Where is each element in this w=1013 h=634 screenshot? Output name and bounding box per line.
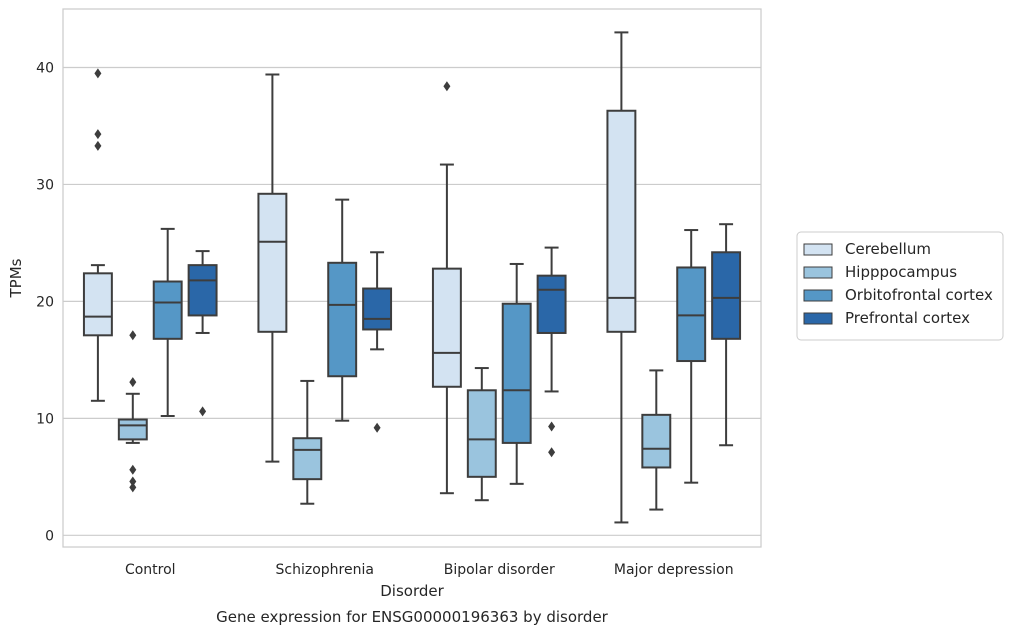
- x-tick-label: Control: [125, 562, 176, 578]
- box-group: [466, 367, 497, 502]
- box: [606, 109, 637, 333]
- outlier-point: [94, 140, 102, 151]
- outlier-point: [94, 68, 102, 79]
- outlier-point: [129, 330, 137, 341]
- box: [711, 251, 742, 340]
- y-tick-label: 30: [36, 177, 54, 193]
- box-group: [292, 379, 323, 505]
- boxes: [82, 31, 742, 524]
- box: [257, 192, 288, 333]
- box: [362, 287, 393, 331]
- y-tick-label: 40: [36, 60, 54, 76]
- box: [501, 302, 532, 444]
- y-tick-label: 0: [45, 528, 54, 544]
- legend-label: Cerebellum: [845, 240, 931, 258]
- plot-frame: [62, 8, 762, 548]
- box-group: [606, 31, 637, 524]
- box: [466, 389, 497, 478]
- chart-title: Gene expression for ENSG00000196363 by d…: [216, 608, 609, 626]
- legend-label: Hipppocampus: [845, 263, 957, 281]
- legend-swatch: [803, 266, 833, 279]
- box: [641, 413, 672, 469]
- box: [327, 261, 358, 378]
- box: [187, 264, 218, 317]
- outlier-point: [548, 447, 556, 458]
- x-axis-ticks: Control Schizophrenia Bipolar disorder Majo…: [125, 562, 734, 578]
- y-axis-label: TPMs: [7, 258, 25, 298]
- legend-label: Prefrontal cortex: [845, 309, 970, 327]
- x-tick-label: Major depression: [614, 562, 734, 578]
- box-group: [501, 262, 532, 485]
- y-tick-label: 20: [36, 294, 54, 310]
- outlier-point: [199, 406, 207, 417]
- box: [117, 418, 148, 441]
- x-tick-label: Bipolar disorder: [444, 562, 555, 578]
- legend-frame: [796, 231, 1004, 341]
- legend-swatch: [803, 312, 833, 325]
- box: [536, 274, 567, 334]
- y-tick-label: 10: [36, 411, 54, 427]
- box-group: [152, 227, 183, 418]
- outlier-point: [129, 464, 137, 475]
- box: [152, 280, 183, 340]
- x-axis-label: Disorder: [380, 582, 444, 600]
- outlier-point: [129, 482, 137, 493]
- box-group: [82, 68, 113, 402]
- legend-label: Orbitofrontal cortex: [845, 286, 993, 304]
- box-group: [257, 73, 288, 463]
- x-tick-label: Schizophrenia: [276, 562, 374, 578]
- box-group: [187, 250, 218, 417]
- box: [82, 272, 113, 337]
- box: [676, 266, 707, 363]
- box-group: [431, 81, 462, 495]
- box: [292, 437, 323, 481]
- outlier-point: [94, 129, 102, 140]
- box-group: [362, 251, 393, 433]
- legend-swatch: [803, 289, 833, 302]
- box-group: [676, 229, 707, 484]
- y-axis-ticks: 0 10 20 30 40: [36, 60, 54, 544]
- legend-swatch: [803, 243, 833, 256]
- outlier-point: [373, 422, 381, 433]
- outlier-point: [548, 421, 556, 432]
- outlier-point: [129, 377, 137, 388]
- box-group: [536, 246, 567, 458]
- box: [431, 267, 462, 388]
- outlier-point: [443, 81, 451, 92]
- box-group: [711, 223, 742, 447]
- outlier-point: [129, 476, 137, 487]
- legend: Cerebellum Hipppocampus Orbitofrontal cort…: [796, 231, 1004, 341]
- box-group: [327, 198, 358, 422]
- box-group: [641, 369, 672, 511]
- box-group: [117, 330, 148, 493]
